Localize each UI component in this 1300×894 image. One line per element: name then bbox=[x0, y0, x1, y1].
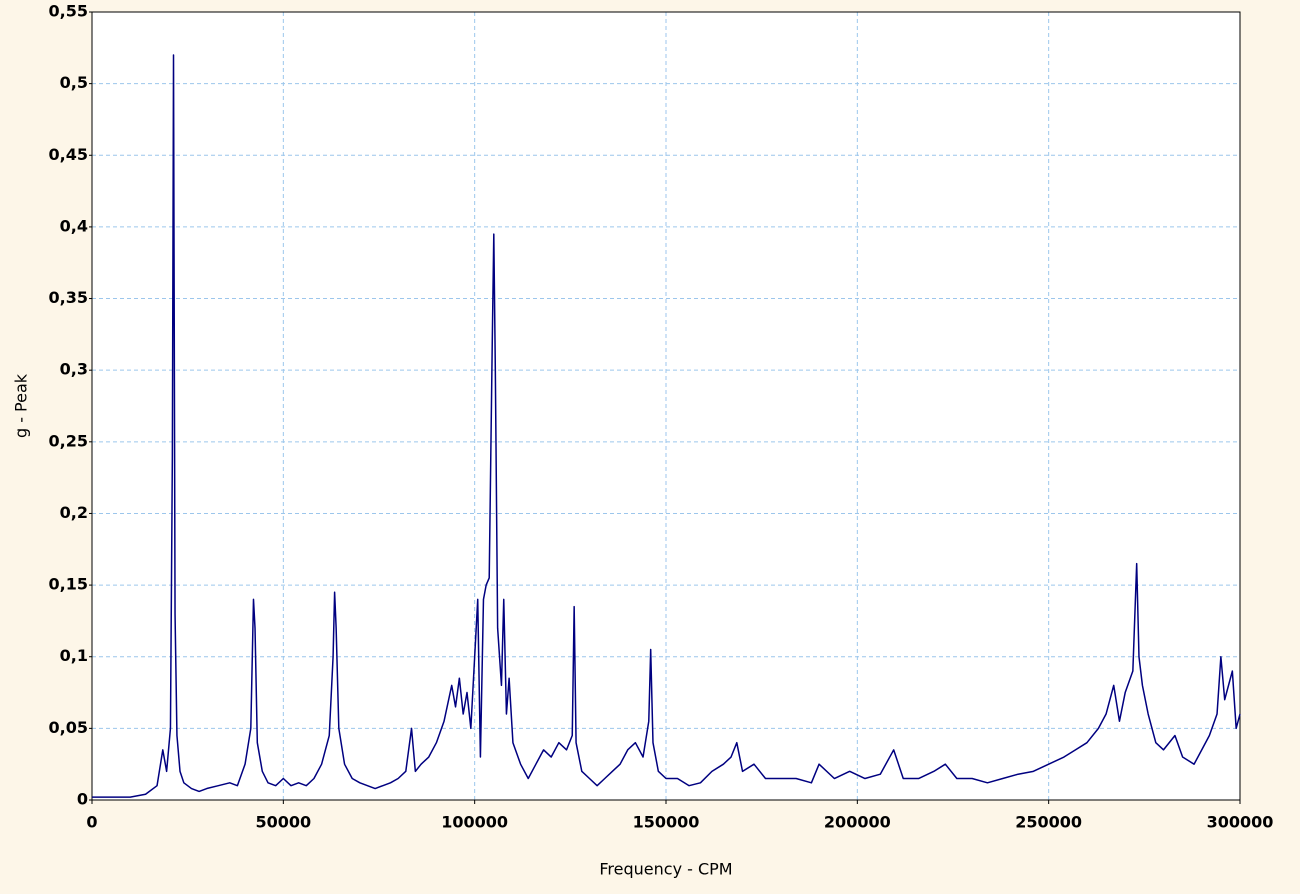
y-tick-label: 0,35 bbox=[49, 288, 88, 307]
x-tick-label: 200000 bbox=[824, 813, 891, 832]
y-tick-label: 0,5 bbox=[60, 73, 88, 92]
y-tick-label: 0,3 bbox=[60, 360, 88, 379]
y-tick-label: 0,55 bbox=[49, 2, 88, 21]
x-axis-title: Frequency - CPM bbox=[599, 860, 732, 879]
plot-border bbox=[91, 11, 1241, 801]
y-tick-label: 0,2 bbox=[60, 503, 88, 522]
x-tick-label: 250000 bbox=[1015, 813, 1082, 832]
y-tick-label: 0,4 bbox=[60, 216, 88, 235]
y-tick-label: 0 bbox=[77, 790, 88, 809]
y-tick-label: 0,05 bbox=[49, 718, 88, 737]
y-axis-title: g - Peak bbox=[12, 373, 31, 438]
y-tick-label: 0,15 bbox=[49, 575, 88, 594]
x-tick-label: 0 bbox=[86, 813, 97, 832]
y-tick-label: 0,45 bbox=[49, 145, 88, 164]
y-tick-label: 0,1 bbox=[60, 646, 88, 665]
y-tick-label: 0,25 bbox=[49, 431, 88, 450]
spectrum-line bbox=[92, 54, 1241, 798]
x-tick-label: 300000 bbox=[1207, 813, 1274, 832]
x-tick-label: 150000 bbox=[633, 813, 700, 832]
x-tick-label: 100000 bbox=[441, 813, 508, 832]
x-tick-label: 50000 bbox=[255, 813, 311, 832]
